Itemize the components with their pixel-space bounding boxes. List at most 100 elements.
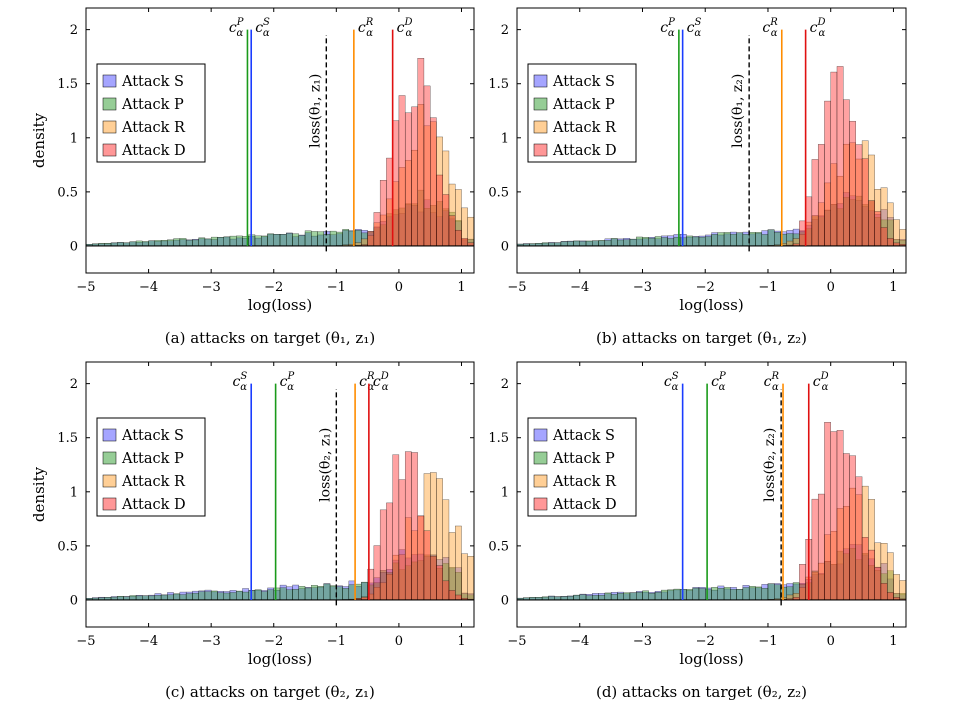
histogram-bar [661, 237, 668, 247]
threshold-label-P: cP α [711, 371, 726, 393]
histogram-bar [579, 241, 587, 247]
histogram-bar [379, 509, 387, 601]
legend-swatch [102, 97, 117, 111]
histogram-bar [585, 595, 593, 601]
histogram-bar [348, 584, 356, 601]
legend-entry: Attack P [552, 451, 615, 467]
histogram-bar [855, 476, 863, 601]
histogram-bar [179, 238, 187, 247]
histogram-bar [398, 95, 406, 247]
threshold-label-D: cD α [373, 371, 389, 393]
histogram-bar [598, 594, 606, 601]
histogram-bar [868, 200, 875, 247]
x-tick-label: 0 [395, 634, 403, 649]
histogram-bar [767, 229, 775, 247]
histogram-bar [261, 591, 268, 601]
x-tick-label: 1 [889, 634, 897, 649]
histogram-bar [229, 235, 237, 247]
x-tick-label: −2 [264, 280, 283, 295]
legend-entry: Attack P [552, 97, 615, 113]
histogram-bar [861, 537, 869, 601]
histogram-bar [893, 574, 900, 601]
histogram-bar [874, 567, 882, 601]
y-tick-label: 0.5 [488, 185, 509, 200]
histogram-bar [648, 237, 656, 247]
histogram-bar [142, 241, 149, 247]
histogram-bar [317, 231, 324, 247]
histogram-bar [887, 238, 894, 247]
histogram-bar [154, 240, 162, 247]
legend: Attack S Attack P Attack R Attack D [527, 63, 637, 163]
y-tick-label: 2 [70, 23, 78, 38]
histogram-bar [311, 231, 318, 247]
histogram-bar [417, 58, 425, 247]
axes-frame [516, 7, 907, 274]
x-tick-label: −5 [507, 634, 526, 649]
histogram-bar [135, 240, 143, 247]
histogram-bar [242, 591, 249, 601]
histogram-bar [573, 594, 580, 601]
x-tick-label: −4 [570, 634, 589, 649]
target-loss-label: loss(θ₂, z₂) [762, 428, 778, 502]
histogram-bar [723, 232, 731, 247]
histogram-bar [642, 237, 649, 247]
histogram-bar [392, 454, 400, 601]
x-tick-label: −2 [696, 280, 715, 295]
histogram-bar [811, 498, 819, 601]
legend-entry: Attack D [552, 497, 617, 513]
histogram-bar [430, 555, 437, 601]
histogram-bar [692, 236, 700, 247]
axes-frame [516, 361, 907, 628]
histogram-bar [311, 585, 318, 601]
histogram-bar [261, 235, 268, 247]
histogram-bar [705, 589, 712, 601]
histogram-bar [436, 174, 443, 247]
legend-swatch [102, 74, 117, 88]
histogram-bar [836, 66, 844, 247]
histogram-bar [774, 232, 781, 247]
y-tick-label: 1 [70, 485, 78, 500]
histogram-bar [273, 234, 281, 247]
histogram-bar [367, 231, 375, 247]
histogram-bar [654, 236, 662, 247]
histogram-bar [286, 233, 293, 247]
histogram-bar [673, 588, 681, 601]
legend: Attack S Attack P Attack R Attack D [527, 417, 637, 517]
histogram-bar [736, 232, 744, 247]
histogram-bar [404, 112, 412, 247]
series-P [86, 189, 474, 247]
series-R [336, 104, 474, 247]
threshold-label-R: cR α [358, 17, 374, 39]
histogram-bar [748, 232, 756, 247]
histogram-bar [267, 589, 274, 601]
histogram-bar [461, 553, 468, 601]
histogram-bar [843, 99, 850, 247]
histogram-bar [386, 502, 393, 601]
histogram-bar [160, 240, 168, 247]
histogram-bar [830, 71, 838, 247]
y-tick-label: 0 [70, 239, 78, 254]
threshold-label-P: cP α [280, 371, 295, 393]
histogram-bar [849, 455, 856, 601]
y-axis-label: density [30, 112, 48, 168]
histogram-bar [455, 525, 462, 601]
histogram-bar [279, 234, 287, 247]
histogram-bar [417, 515, 425, 601]
legend-swatch [102, 497, 117, 511]
histogram-bar [748, 586, 756, 601]
histogram-bar [667, 238, 675, 247]
y-tick-label: 2 [501, 23, 509, 38]
histogram-bar [129, 595, 137, 601]
panel-caption: (d) attacks on target (θ₂, z₂) [596, 683, 807, 701]
histogram-bar [148, 240, 156, 247]
x-tick-label: −5 [76, 634, 95, 649]
histogram-bar [579, 594, 587, 601]
histogram-bar [204, 591, 212, 601]
series-S [517, 192, 906, 247]
histogram-bar [592, 595, 599, 601]
series-P [517, 195, 906, 247]
histogram-bar [210, 236, 218, 247]
histogram-bar [423, 85, 431, 247]
histogram-bar [404, 451, 412, 601]
histogram-bar [167, 239, 174, 247]
